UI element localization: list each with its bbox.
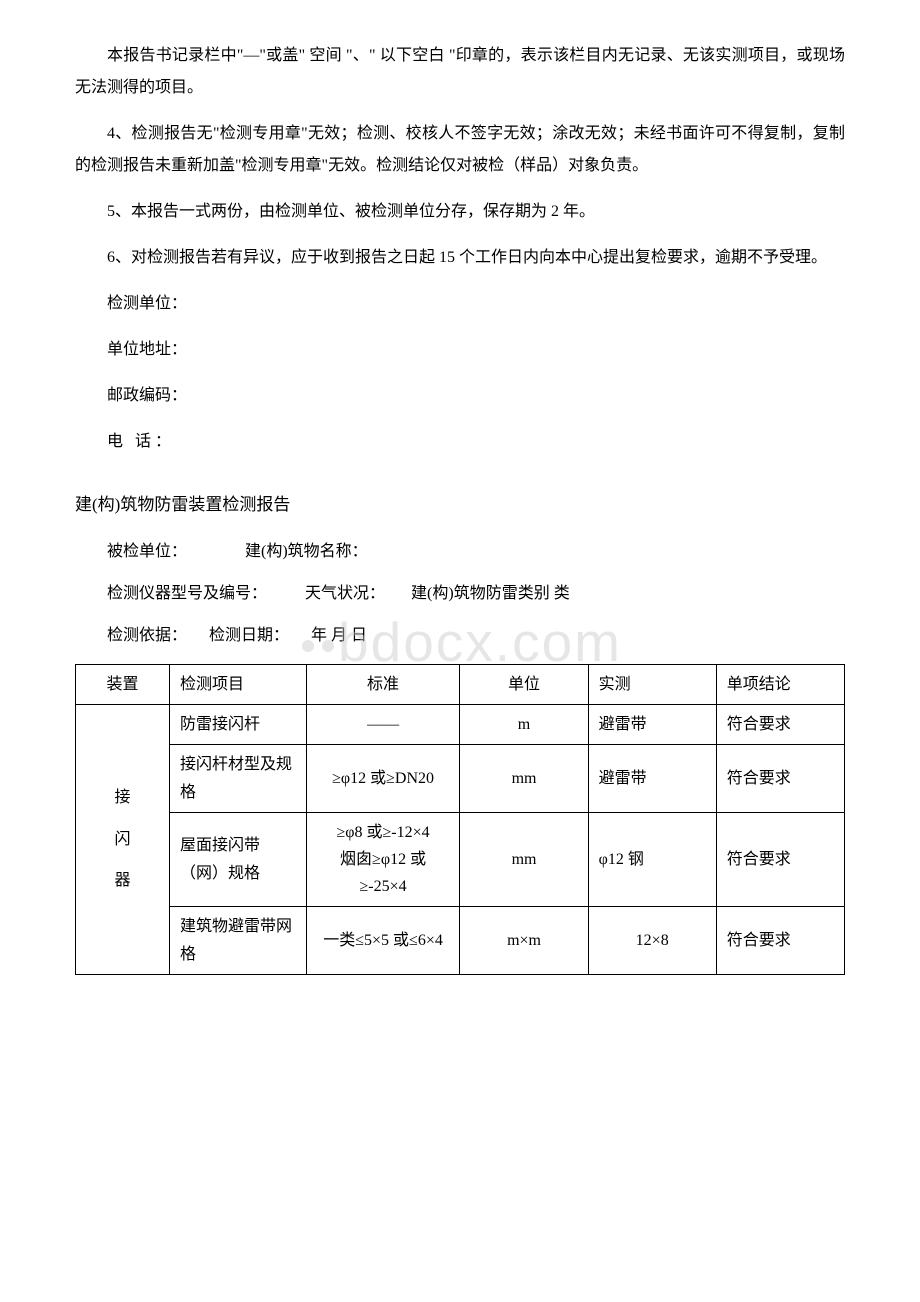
cell-unit: m — [460, 705, 588, 745]
field-phone: 电 话： — [75, 426, 845, 458]
cell-conclusion: 符合要求 — [716, 907, 844, 974]
field-postal-code: 邮政编码： — [75, 380, 845, 412]
table-row: 接闪器 防雷接闪杆 —— m 避雷带 符合要求 — [76, 705, 845, 745]
cell-device: 接闪器 — [76, 705, 170, 975]
paragraph-note-4: 4、检测报告无"检测专用章"无效；检测、校核人不签字无效；涂改无效；未经书面许可… — [75, 118, 845, 182]
cell-measure: 避雷带 — [588, 745, 716, 812]
cell-unit: mm — [460, 745, 588, 812]
cell-measure: φ12 钢 — [588, 812, 716, 907]
field-unit-address: 单位地址： — [75, 334, 845, 366]
paragraph-note-1: 本报告书记录栏中"—"或盖" 空间 "、" 以下空白 "印章的，表示该栏目内无记… — [75, 40, 845, 104]
header-conclusion: 单项结论 — [716, 665, 844, 705]
cell-measure: 12×8 — [588, 907, 716, 974]
inspection-table: 装置 检测项目 标准 单位 实测 单项结论 接闪器 防雷接闪杆 —— m 避雷带… — [75, 664, 845, 975]
label-date: 检测日期： — [209, 627, 289, 644]
label-weather: 天气状况： — [305, 585, 385, 602]
form-line-3: 检测依据： 检测日期： 年 月 日 — [75, 620, 845, 652]
cell-measure: 避雷带 — [588, 705, 716, 745]
label-protection-class: 建(构)筑物防雷类别 类 — [411, 585, 570, 602]
inspection-table-wrapper: 装置 检测项目 标准 单位 实测 单项结论 接闪器 防雷接闪杆 —— m 避雷带… — [0, 664, 920, 975]
device-label: 接闪器 — [86, 777, 159, 902]
paragraph-note-6: 6、对检测报告若有异议，应于收到报告之日起 15 个工作日内向本中心提出复检要求… — [75, 242, 845, 274]
cell-item: 建筑物避雷带网格 — [169, 907, 306, 974]
cell-standard: 一类≤5×5 或≤6×4 — [306, 907, 460, 974]
cell-standard: ≥φ8 或≥-12×4烟囱≥φ12 或≥-25×4 — [306, 812, 460, 907]
cell-unit: mm — [460, 812, 588, 907]
cell-conclusion: 符合要求 — [716, 745, 844, 812]
cell-conclusion: 符合要求 — [716, 705, 844, 745]
section-title: 建(构)筑物防雷装置检测报告 — [75, 488, 845, 522]
header-standard: 标准 — [306, 665, 460, 705]
form-line-1: 被检单位： 建(构)筑物名称： — [75, 536, 845, 568]
table-row: 接闪杆材型及规格 ≥φ12 或≥DN20 mm 避雷带 符合要求 — [76, 745, 845, 812]
cell-item: 屋面接闪带（网）规格 — [169, 812, 306, 907]
cell-conclusion: 符合要求 — [716, 812, 844, 907]
label-basis: 检测依据： — [107, 627, 187, 644]
table-row: 建筑物避雷带网格 一类≤5×5 或≤6×4 m×m 12×8 符合要求 — [76, 907, 845, 974]
field-inspection-unit: 检测单位： — [75, 288, 845, 320]
label-building-name: 建(构)筑物名称： — [245, 543, 368, 560]
header-measure: 实测 — [588, 665, 716, 705]
label-date-value: 年 月 日 — [311, 627, 367, 644]
label-instrument: 检测仪器型号及编号： — [107, 585, 267, 602]
cell-standard: —— — [306, 705, 460, 745]
table-header-row: 装置 检测项目 标准 单位 实测 单项结论 — [76, 665, 845, 705]
cell-standard: ≥φ12 或≥DN20 — [306, 745, 460, 812]
table-row: 屋面接闪带（网）规格 ≥φ8 或≥-12×4烟囱≥φ12 或≥-25×4 mm … — [76, 812, 845, 907]
cell-item: 防雷接闪杆 — [169, 705, 306, 745]
header-device: 装置 — [76, 665, 170, 705]
cell-unit: m×m — [460, 907, 588, 974]
header-item: 检测项目 — [169, 665, 306, 705]
header-unit: 单位 — [460, 665, 588, 705]
label-inspected-unit: 被检单位： — [107, 543, 187, 560]
cell-item: 接闪杆材型及规格 — [169, 745, 306, 812]
document-body: 本报告书记录栏中"—"或盖" 空间 "、" 以下空白 "印章的，表示该栏目内无记… — [0, 40, 920, 652]
paragraph-note-5: 5、本报告一式两份，由检测单位、被检测单位分存，保存期为 2 年。 — [75, 196, 845, 228]
form-line-2: 检测仪器型号及编号： 天气状况： 建(构)筑物防雷类别 类 — [75, 578, 845, 610]
